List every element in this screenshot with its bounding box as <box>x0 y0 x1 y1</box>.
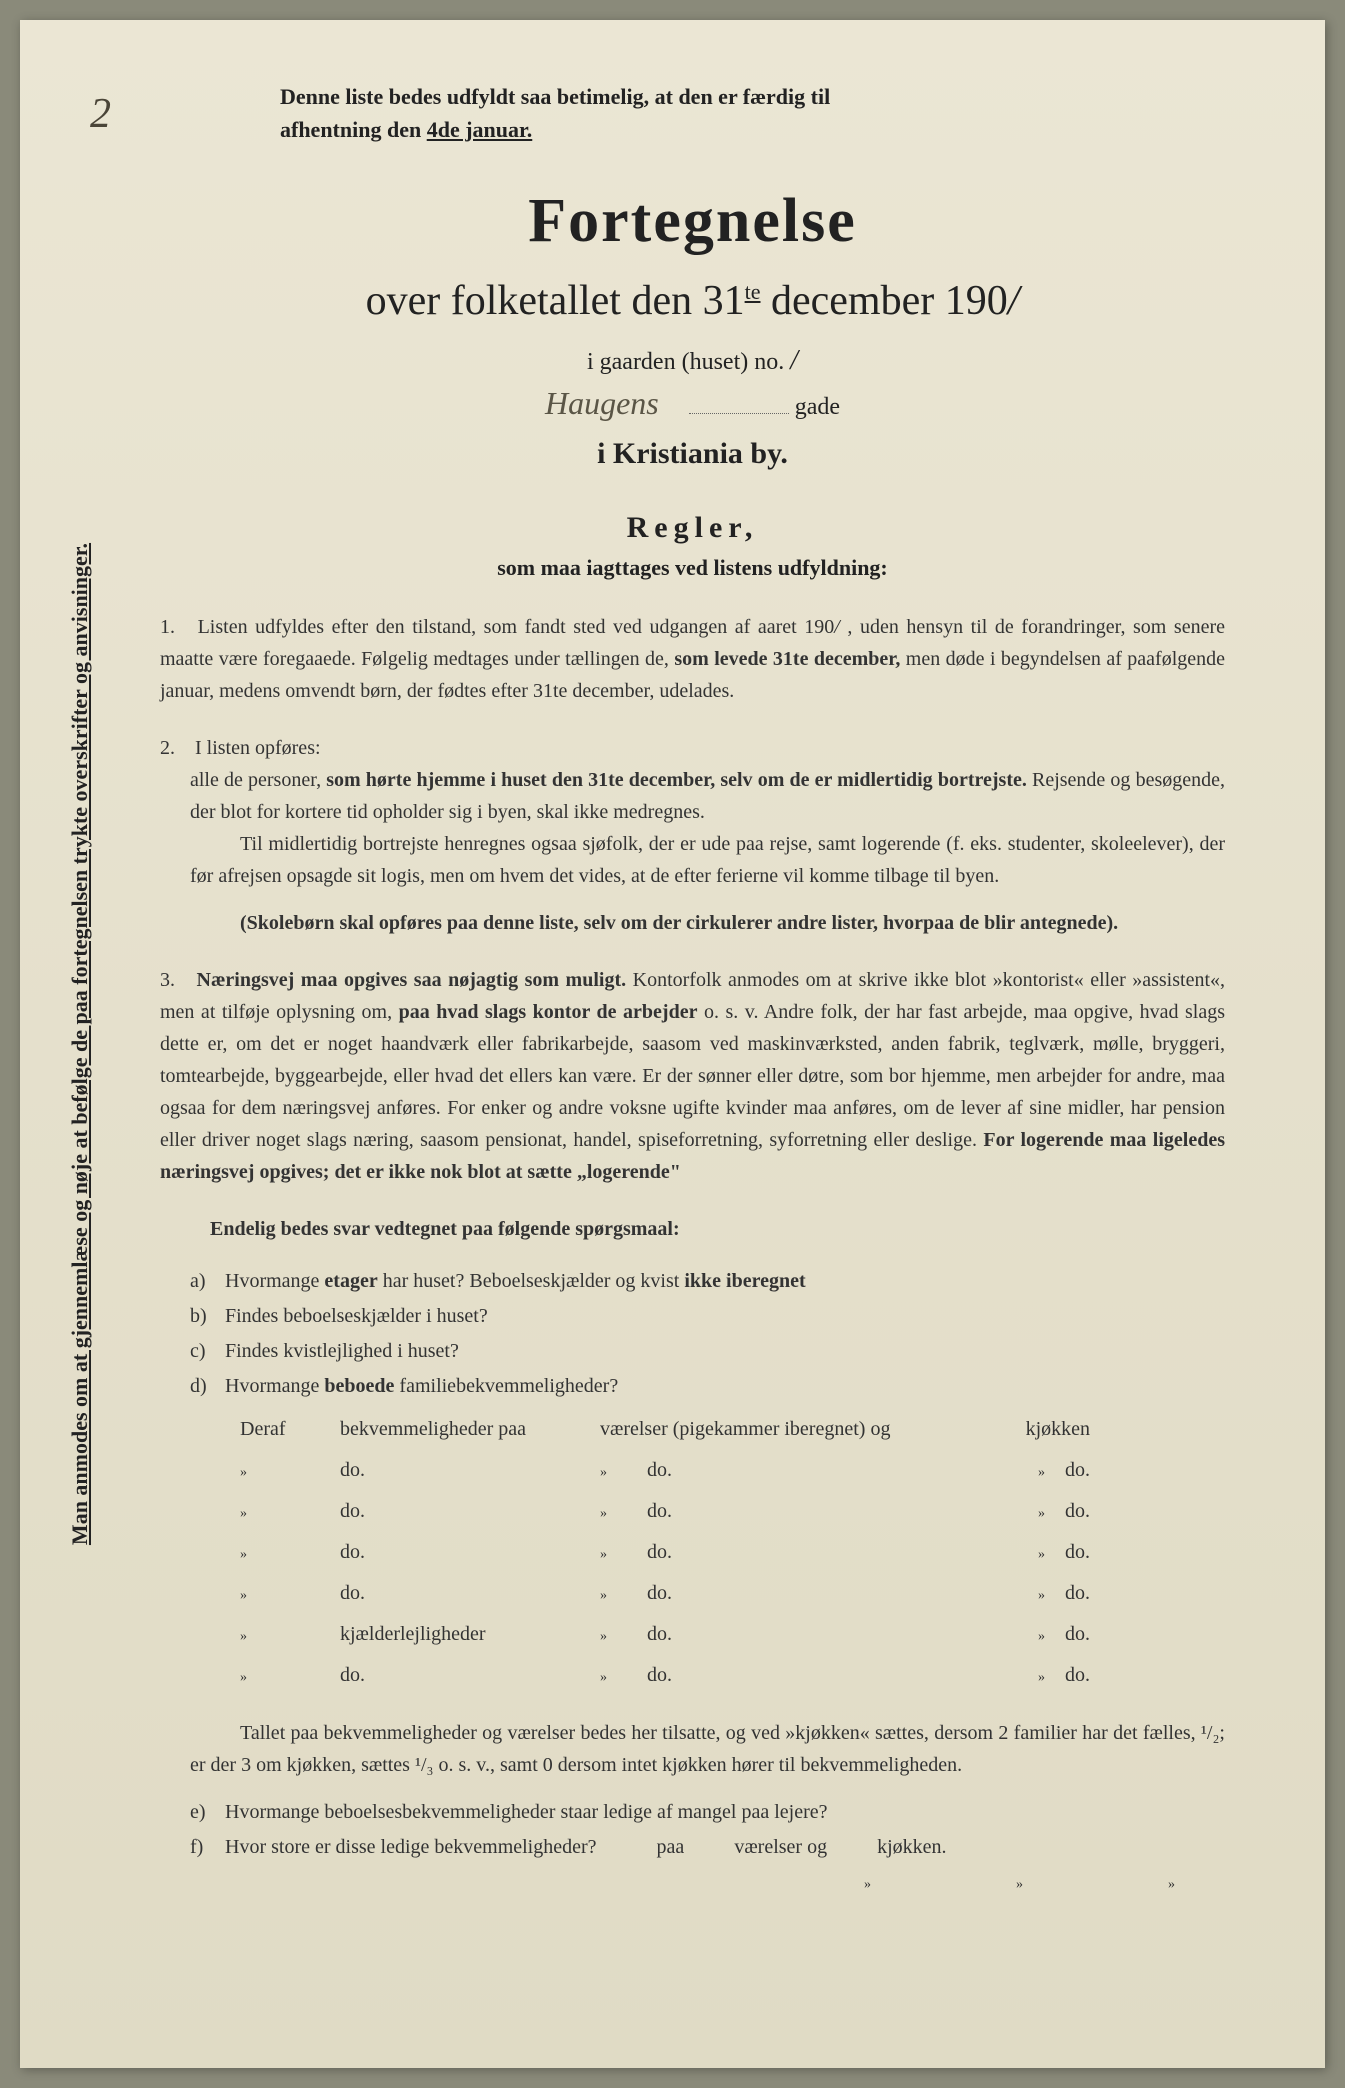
qf-kjokken: kjøkken. <box>877 1836 946 1858</box>
tr6-c2: do. <box>340 1664 365 1686</box>
table-row-1: » do. » do. » do. <box>240 1459 1225 1482</box>
table-row-4: » do. » do. » do. <box>240 1582 1225 1605</box>
qf-letter: f) <box>190 1836 220 1859</box>
tr1-c3: do. <box>647 1459 672 1481</box>
qe-text: Hvormange beboelsesbekvemmeligheder staa… <box>225 1801 828 1823</box>
qa-text: Hvormange etager har huset? Beboelseskjæ… <box>225 1270 806 1292</box>
rule-2-para1: alle de personer, som hørte hjemme i hus… <box>190 764 1225 828</box>
rule-3-number: 3. <box>160 964 190 996</box>
garden-text: i gaarden (huset) no. <box>587 349 784 375</box>
tr4-c2: do. <box>340 1582 365 1604</box>
rule-3-text: Næringsvej maa opgives saa nøjagtig som … <box>160 969 1225 1183</box>
handwritten-street: Haugens <box>545 385 659 421</box>
table-section: Deraf bekvemmeligheder paa værelser (pig… <box>240 1418 1225 1687</box>
rule-2-number: 2. <box>160 732 190 764</box>
table-row-5: » kjælderlejligheder » do. » do. <box>240 1623 1225 1646</box>
tr5-c3: do. <box>647 1623 672 1645</box>
quote-marks-row: » » » <box>190 1871 1225 1894</box>
header-note-line1: Denne liste bedes udfyldt saa betimelig,… <box>280 84 830 109</box>
tr3-c2: do. <box>340 1541 365 1563</box>
tr6-c4: do. <box>1065 1664 1090 1686</box>
qc-letter: c) <box>190 1340 220 1363</box>
handwritten-year: / <box>1008 278 1020 324</box>
th-col3: værelser (pigekammer iberegnet) og <box>600 1418 940 1441</box>
tr4-c3: do. <box>647 1582 672 1604</box>
th-col1: Deraf <box>240 1418 340 1441</box>
table-row-6: » do. » do. » do. <box>240 1664 1225 1687</box>
tr5-c4: do. <box>1065 1623 1090 1645</box>
header-note-line2: afhentning den <box>280 117 421 142</box>
tr4-c4: do. <box>1065 1582 1090 1604</box>
qb-letter: b) <box>190 1305 220 1328</box>
question-a: a) Hvormange etager har huset? Beboelses… <box>190 1270 1225 1293</box>
gade-suffix: gade <box>795 394 840 420</box>
rule-1-number: 1. <box>160 611 190 643</box>
question-d: d) Hvormange beboede familiebekvemmeligh… <box>190 1375 1225 1398</box>
rule-2-intro: I listen opføres: <box>195 737 321 759</box>
th-col4: kjøkken <box>940 1418 1090 1441</box>
table-row-2: » do. » do. » do. <box>240 1500 1225 1523</box>
question-e: e) Hvormange beboelsesbekvemmeligheder s… <box>190 1801 1225 1824</box>
tr1-c4: do. <box>1065 1459 1090 1481</box>
tr1-c2: do. <box>340 1459 365 1481</box>
qb-text: Findes beboelseskjælder i huset? <box>225 1305 488 1327</box>
tr3-c3: do. <box>647 1541 672 1563</box>
qf-paa: paa <box>657 1836 685 1858</box>
subtitle-post: december 190 <box>761 278 1008 324</box>
tr6-c3: do. <box>647 1664 672 1686</box>
header-note: Denne liste bedes udfyldt saa betimelig,… <box>280 80 1225 146</box>
tr3-c4: do. <box>1065 1541 1090 1563</box>
qa-letter: a) <box>190 1270 220 1293</box>
regler-title: Regler, <box>160 511 1225 545</box>
qd-letter: d) <box>190 1375 220 1398</box>
qe-letter: e) <box>190 1801 220 1824</box>
tr2-c3: do. <box>647 1500 672 1522</box>
tr2-c4: do. <box>1065 1500 1090 1522</box>
rule-2: 2. I listen opføres: alle de personer, s… <box>160 732 1225 939</box>
vertical-instruction: Man anmodes om at gjennemlæse og nøje at… <box>67 244 93 1844</box>
subtitle-sup: te <box>745 279 761 304</box>
footer-text1: Tallet paa bekvemmeligheder og værelser … <box>190 1717 1225 1781</box>
document-page: 2 Man anmodes om at gjennemlæse og nøje … <box>20 20 1325 2068</box>
subtitle: over folketallet den 31te december 190/ <box>160 277 1225 325</box>
gade-line: Haugens gade <box>160 385 1225 422</box>
rule-3: 3. Næringsvej maa opgives saa nøjagtig s… <box>160 964 1225 1188</box>
rule-2-para2: Til midlertidig bortrejste henregnes ogs… <box>190 828 1225 892</box>
question-f: f) Hvor store er disse ledige bekvemmeli… <box>190 1836 1225 1859</box>
question-c: c) Findes kvistlejlighed i huset? <box>190 1340 1225 1363</box>
regler-subtitle: som maa iagttages ved listens udfyldning… <box>160 555 1225 581</box>
rule-1: 1. Listen udfyldes efter den tilstand, s… <box>160 611 1225 707</box>
kristiania-text: i Kristiania by. <box>160 437 1225 471</box>
th-col2: bekvemmeligheder paa <box>340 1418 600 1441</box>
rule-1-text: Listen udfyldes efter den tilstand, som … <box>160 616 1225 702</box>
subtitle-pre: over folketallet den 31 <box>366 278 745 324</box>
main-title: Fortegnelse <box>160 186 1225 257</box>
handwritten-house-no: / <box>790 345 798 376</box>
qc-text: Findes kvistlejlighed i huset? <box>225 1340 459 1362</box>
garden-line: i gaarden (huset) no. / <box>160 345 1225 377</box>
question-b: b) Findes beboelseskjælder i huset? <box>190 1305 1225 1328</box>
qd-text: Hvormange beboede familiebekvemmelighede… <box>225 1375 618 1397</box>
ending-title-text: Endelig bedes svar vedtegnet paa følgend… <box>210 1218 680 1240</box>
handwritten-mark: 2 <box>90 90 111 138</box>
table-row-3: » do. » do. » do. <box>240 1541 1225 1564</box>
ending-title: Endelig bedes svar vedtegnet paa følgend… <box>160 1213 1225 1245</box>
tr2-c2: do. <box>340 1500 365 1522</box>
header-note-date: 4de januar. <box>427 117 533 142</box>
rule-2-para3: (Skolebørn skal opføres paa denne liste,… <box>190 907 1225 939</box>
tr5-c2: kjælderlejligheder <box>340 1623 486 1645</box>
qf-text: Hvor store er disse ledige bekvemmelighe… <box>225 1836 597 1858</box>
qf-vaerelser: værelser og <box>734 1836 827 1858</box>
table-header: Deraf bekvemmeligheder paa værelser (pig… <box>240 1418 1225 1441</box>
